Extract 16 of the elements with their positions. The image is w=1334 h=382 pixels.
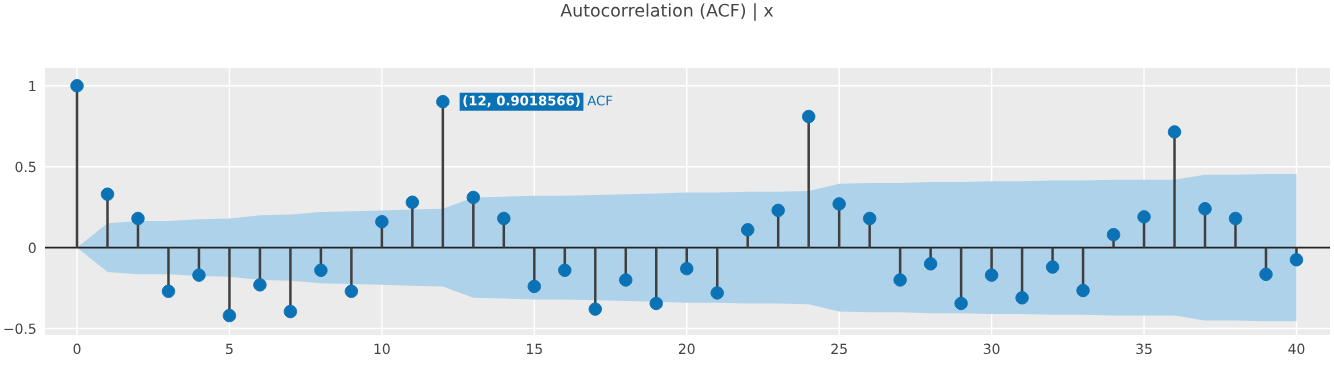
x-tick-label: 20	[678, 343, 695, 355]
y-tick-label: 0	[28, 242, 36, 254]
x-tick-label: 0	[73, 343, 81, 355]
x-tick-label: 5	[226, 343, 233, 355]
x-tick-label: 15	[526, 343, 542, 355]
annotation: (12, 0.9018566)	[463, 95, 580, 108]
x-tick-label: 25	[831, 343, 847, 355]
y-tick-label: 1	[29, 80, 36, 92]
x-tick-label: 35	[1136, 343, 1152, 355]
chart-title: Autocorrelation (ACF) | x	[560, 3, 774, 21]
x-tick-label: 40	[1288, 343, 1305, 355]
y-tick-label: −0.5	[4, 323, 36, 334]
text: ACF	[587, 95, 613, 106]
x-tick-label: 10	[374, 343, 390, 355]
y-tick-label: 0.5	[15, 161, 36, 173]
x-tick-label: 30	[983, 343, 1000, 355]
